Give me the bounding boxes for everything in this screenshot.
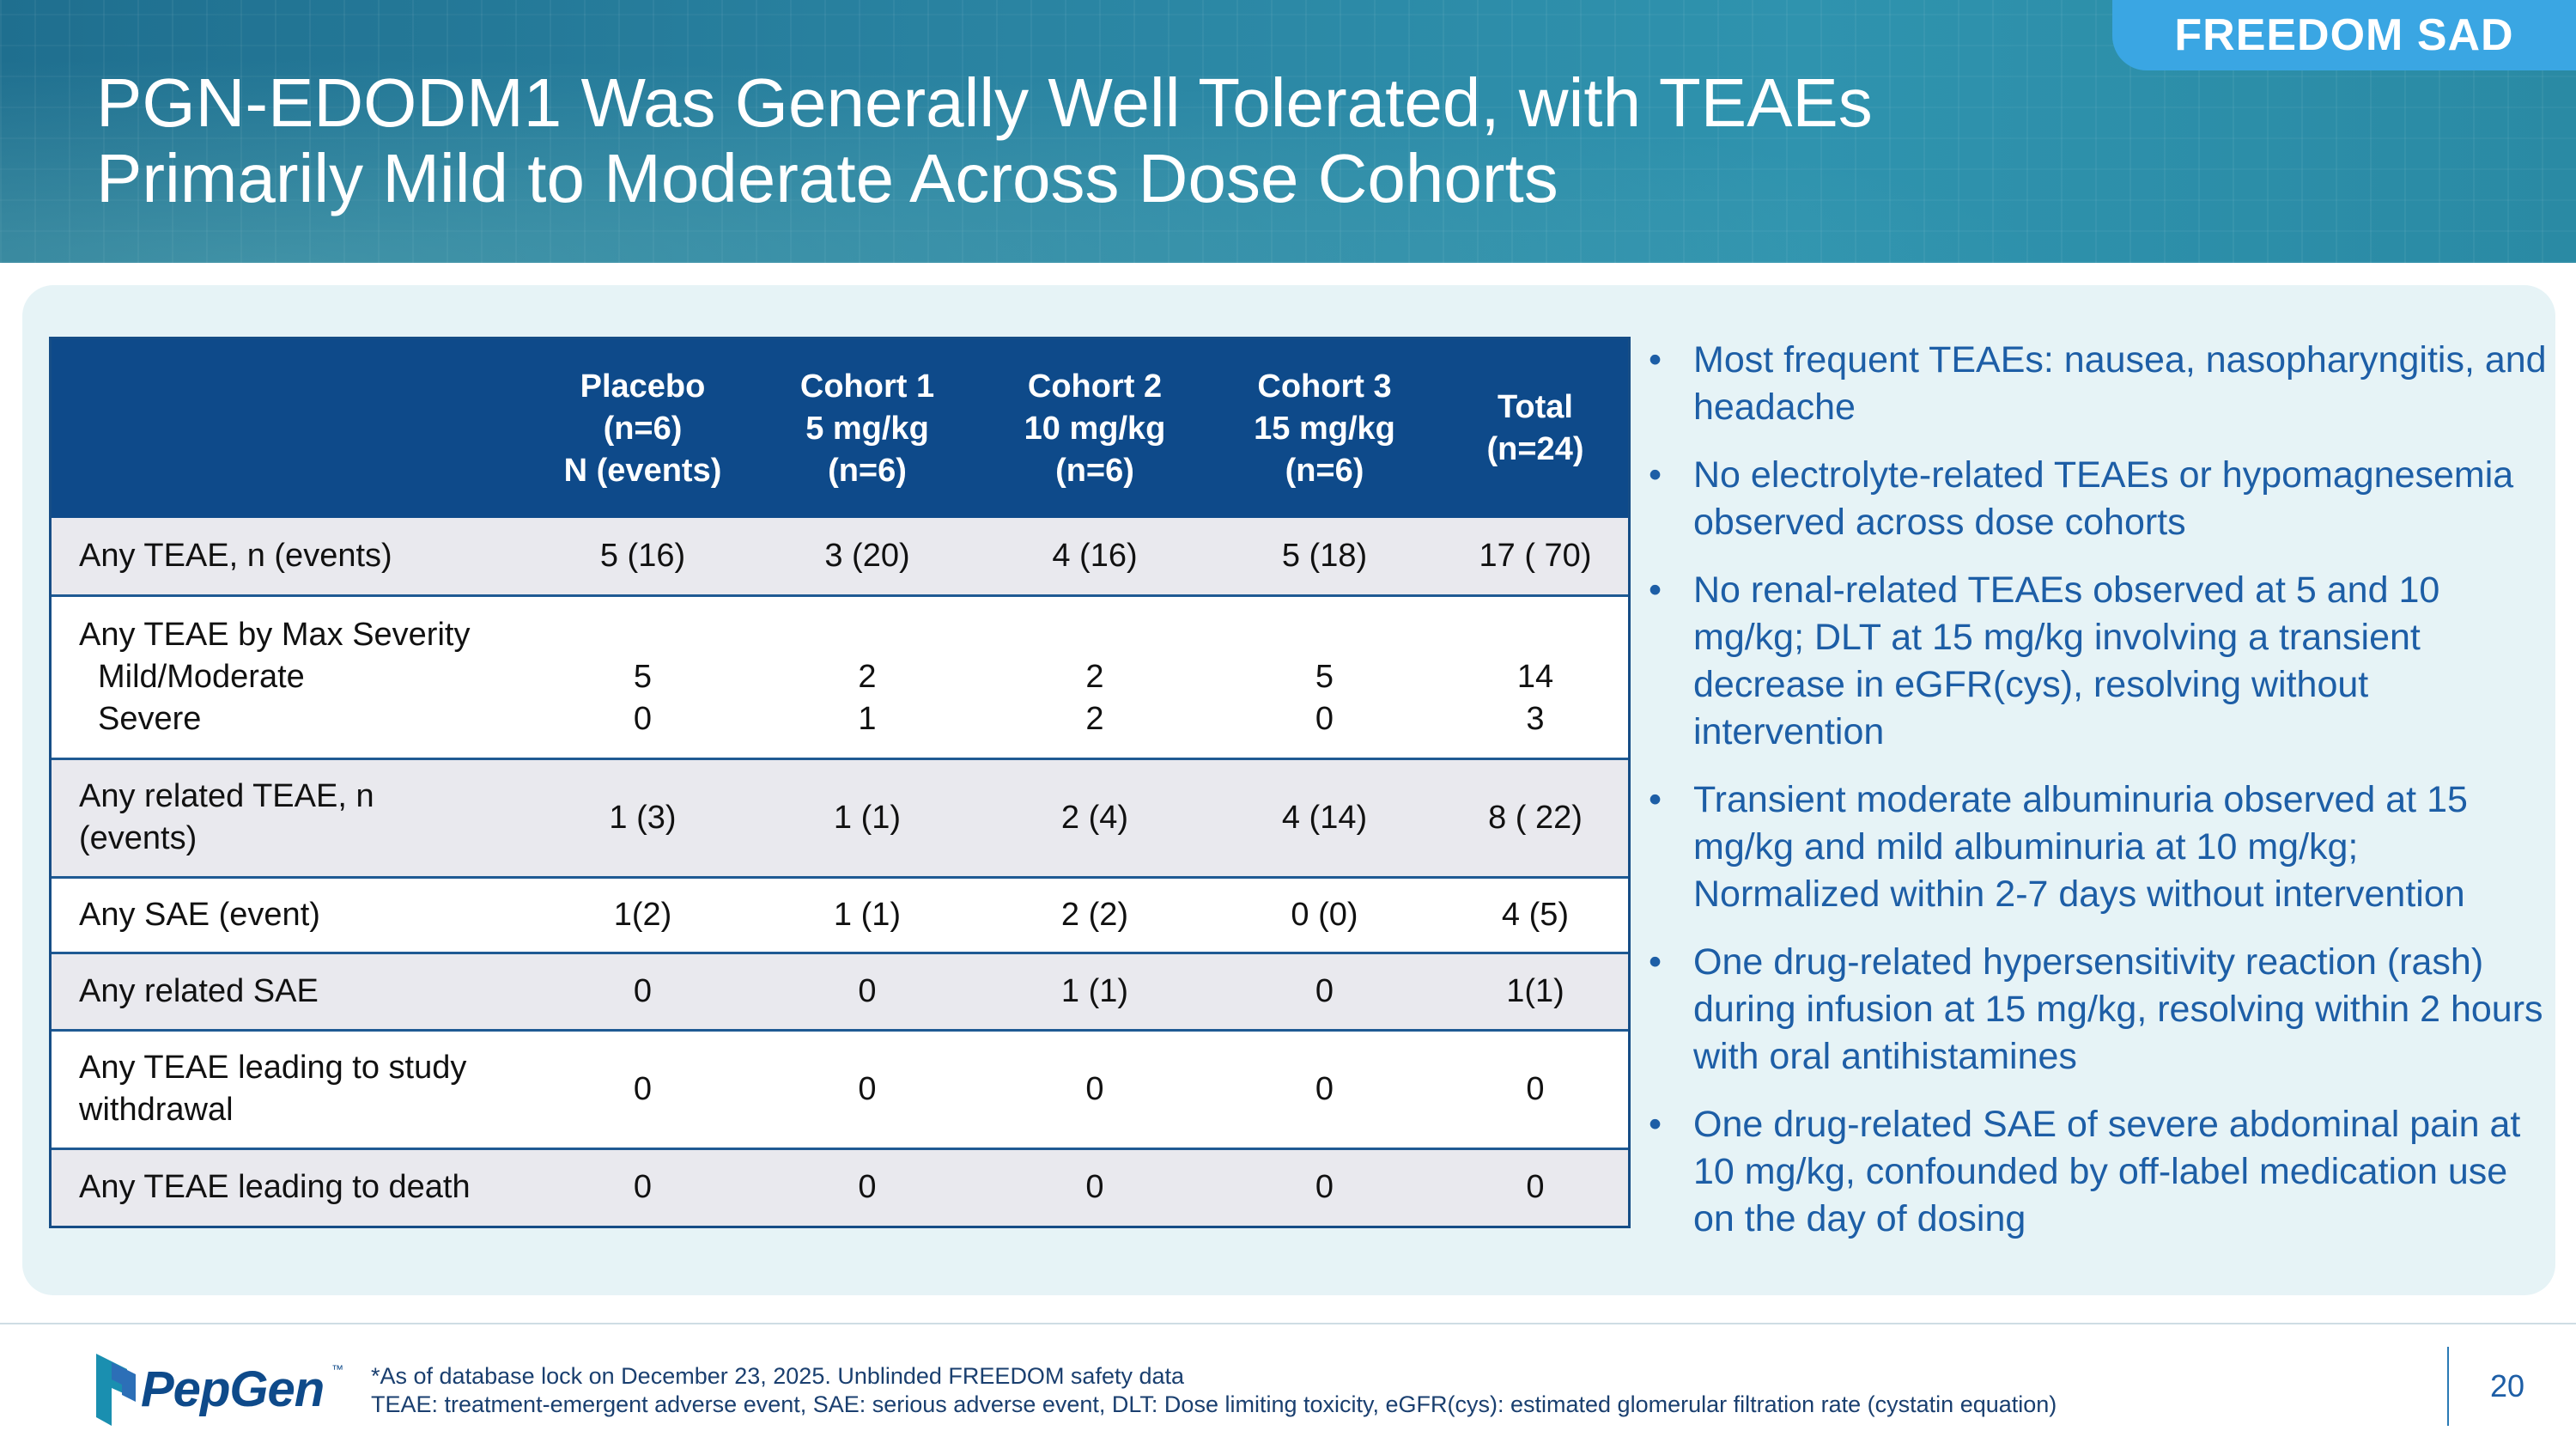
- table-cell: 4 (14): [1206, 757, 1443, 877]
- list-item: Transient moderate albuminuria observed …: [1640, 776, 2550, 918]
- table-cell: 2 (2): [983, 875, 1206, 953]
- table-cell: 1(2): [534, 875, 751, 953]
- table-cell: 3 (20): [751, 518, 983, 595]
- page-number: 20: [2489, 1368, 2525, 1403]
- row-label: Any TEAE, n (events): [52, 518, 534, 595]
- table-cell: 0: [534, 1147, 751, 1226]
- row-label: Any TEAE leading to death: [52, 1147, 534, 1226]
- table-cell: 8 ( 22): [1443, 757, 1628, 877]
- footer-divider: [0, 1323, 2576, 1324]
- column-header-placebo: Placebo (n=6) N (events): [534, 339, 751, 518]
- row-label: Any SAE (event): [52, 875, 534, 953]
- table-cell: 1 (1): [751, 757, 983, 877]
- footnote-line1: *As of database lock on December 23, 202…: [371, 1363, 1185, 1389]
- list-item: No electrolyte-related TEAEs or hypomagn…: [1640, 452, 2550, 546]
- row-label: Any TEAE by Max Severity Mild/Moderate S…: [52, 594, 534, 758]
- study-badge: FREEDOM SAD: [2112, 0, 2576, 70]
- list-item: Most frequent TEAEs: nausea, nasopharyng…: [1640, 337, 2550, 431]
- table-row: Any TEAE leading to study withdrawal 0 0 …: [52, 1028, 1628, 1148]
- table-cell: 1(1): [1443, 951, 1628, 1030]
- table-cell: 5 (18): [1206, 518, 1443, 595]
- column-header-cohort-2: Cohort 2 10 mg/kg (n=6): [983, 339, 1206, 518]
- table-cell: 0: [534, 1028, 751, 1148]
- table-row: Any related SAE 0 0 1 (1) 0 1(1): [52, 951, 1628, 1030]
- table-row: Any TEAE, n (events) 5 (16) 3 (20) 4 (16…: [52, 518, 1628, 595]
- table-cell: 5 (16): [534, 518, 751, 595]
- table-cell: 0: [751, 1028, 983, 1148]
- slide-title-line2: Primarily Mild to Moderate Across Dose C…: [96, 140, 1558, 216]
- table-cell: 0: [1443, 1147, 1628, 1226]
- pepgen-logo-mark-icon: [96, 1354, 136, 1426]
- table-cell: 0: [751, 951, 983, 1030]
- footnote: *As of database lock on December 23, 202…: [371, 1362, 2432, 1419]
- table-cell: 0: [1206, 1028, 1443, 1148]
- table-row: Any related TEAE, n (events) 1 (3) 1 (1) …: [52, 757, 1628, 877]
- table-cell: 14 3: [1443, 594, 1628, 758]
- table-cell: 0: [751, 1147, 983, 1226]
- table-cell: 0: [983, 1147, 1206, 1226]
- column-header-total: Total (n=24): [1443, 339, 1628, 518]
- row-label: Any related TEAE, n (events): [52, 757, 534, 877]
- slide-title: PGN-EDODM1 Was Generally Well Tolerated,…: [96, 65, 2071, 216]
- table-cell: 0: [1443, 1028, 1628, 1148]
- column-header-cohort-3: Cohort 3 15 mg/kg (n=6): [1206, 339, 1443, 518]
- logo-trademark: ™: [331, 1362, 343, 1376]
- list-item: One drug-related hypersensitivity reacti…: [1640, 939, 2550, 1081]
- table-cell: 2 (4): [983, 757, 1206, 877]
- row-label: Any related SAE: [52, 951, 534, 1030]
- table-row: Any TEAE by Max Severity Mild/Moderate S…: [52, 594, 1628, 758]
- table-cell: 1 (3): [534, 757, 751, 877]
- slide-header: PGN-EDODM1 Was Generally Well Tolerated,…: [0, 0, 2576, 263]
- slide-title-line1: PGN-EDODM1 Was Generally Well Tolerated,…: [96, 64, 1873, 141]
- table-cell: 0: [534, 951, 751, 1030]
- table-cell: 1 (1): [751, 875, 983, 953]
- table-cell: 0: [983, 1028, 1206, 1148]
- table-row: Any SAE (event) 1(2) 1 (1) 2 (2) 0 (0) 4…: [52, 875, 1628, 953]
- page-number-divider: [2447, 1347, 2449, 1426]
- table-cell: 4 (5): [1443, 875, 1628, 953]
- table-cell: 4 (16): [983, 518, 1206, 595]
- table-cell: 1 (1): [983, 951, 1206, 1030]
- table-row: Any TEAE leading to death 0 0 0 0 0: [52, 1147, 1628, 1226]
- pepgen-logo: PepGen ™: [93, 1350, 350, 1429]
- table-cell: 0 (0): [1206, 875, 1443, 953]
- column-header-empty: [52, 339, 534, 518]
- list-item: One drug-related SAE of severe abdominal…: [1640, 1101, 2550, 1243]
- row-label: Any TEAE leading to study withdrawal: [52, 1028, 534, 1148]
- key-findings-list: Most frequent TEAEs: nausea, nasopharyng…: [1640, 337, 2550, 1263]
- logo-text: PepGen: [141, 1361, 325, 1417]
- table-cell: 0: [1206, 1147, 1443, 1226]
- table-cell: 0: [1206, 951, 1443, 1030]
- list-item: No renal-related TEAEs observed at 5 and…: [1640, 567, 2550, 756]
- table-cell: 17 ( 70): [1443, 518, 1628, 595]
- footnote-line2: TEAE: treatment-emergent adverse event, …: [371, 1391, 2057, 1417]
